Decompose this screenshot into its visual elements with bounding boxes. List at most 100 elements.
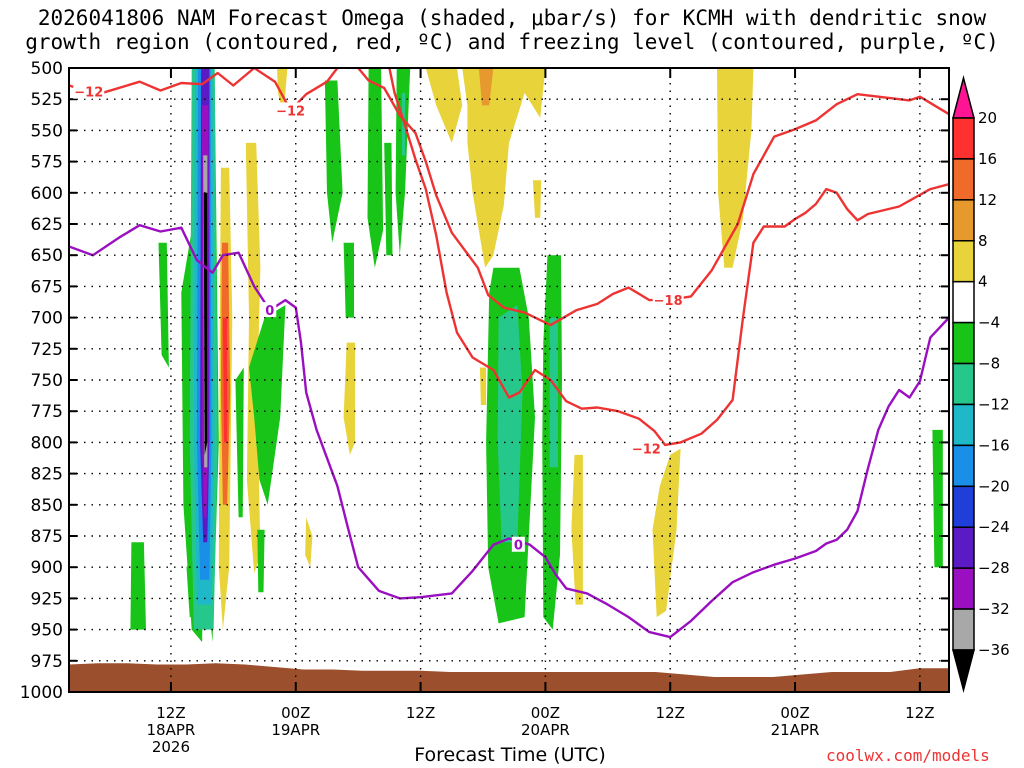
- x-tick-label-18-line2: 19APR: [271, 721, 320, 739]
- omega-region-40: [203, 192, 208, 455]
- terrain-polygon: [69, 663, 949, 692]
- contour-label-bg-0: [73, 83, 105, 99]
- omega-shading: [130, 68, 943, 643]
- x-tick-label-6-line1: 12Z: [156, 704, 185, 722]
- x-tick-label-78-line1: 12Z: [905, 704, 934, 722]
- colorbar-label-4: 4: [978, 273, 988, 291]
- y-tick-label-700: 700: [31, 309, 63, 329]
- x-axis-label: Forecast Time (UTC): [414, 744, 606, 766]
- y-tick-label-825: 825: [31, 465, 63, 485]
- y-tick-label-975: 975: [31, 652, 63, 672]
- omega-region-6: [478, 68, 494, 106]
- colorbar-bottom-arrow: [952, 649, 975, 693]
- contour-label-bg-1: [275, 102, 307, 118]
- omega-region-8: [532, 180, 542, 218]
- omega-region-10: [652, 448, 681, 618]
- chart-title-line-1: 2026041806 NAM Forecast Omega (shaded, μ…: [37, 6, 987, 30]
- x-tick-label-66-line2: 21APR: [771, 721, 820, 739]
- colorbar-box-0: [952, 117, 975, 160]
- y-tick-labels: 500 525 550 575 600 625 650 675 700 725 750 775 800 8…: [20, 59, 63, 703]
- omega-region-26: [497, 305, 523, 543]
- colorbar-label-12: −32: [978, 600, 1010, 618]
- x-tick-label-18-line1: 00Z: [281, 704, 310, 722]
- contour-label-bg-4: [263, 302, 277, 318]
- omega-region-33: [222, 317, 228, 443]
- y-tick-label-725: 725: [31, 340, 63, 360]
- colorbar-label-5: −4: [978, 314, 1000, 332]
- contour-label-bg-5: [511, 536, 525, 552]
- colorbar-box-7: [952, 403, 975, 447]
- chart-title-line-2: growth region (contoured, red, ºC) and f…: [25, 30, 999, 54]
- y-tick-label-925: 925: [31, 589, 63, 609]
- y-tick-label-675: 675: [31, 277, 63, 297]
- omega-region-28: [549, 317, 558, 468]
- colorbar-box-5: [952, 321, 975, 365]
- y-tick-label-850: 850: [31, 496, 63, 516]
- omega-region-17: [249, 305, 286, 505]
- colorbar-label-6: −8: [978, 355, 1000, 373]
- x-tick-label-66-line1: 00Z: [780, 704, 809, 722]
- colorbar-label-10: −24: [978, 518, 1010, 536]
- y-tick-label-525: 525: [31, 90, 63, 110]
- credit-link[interactable]: coolwx.com/models: [826, 746, 990, 765]
- colorbar-box-4: [952, 280, 975, 324]
- colorbar-box-10: [952, 526, 975, 569]
- y-tick-label-950: 950: [31, 621, 63, 641]
- omega-region-5: [462, 68, 546, 268]
- colorbar-label-7: −12: [978, 395, 1010, 413]
- omega-region-12: [130, 542, 146, 630]
- x-tick-label-42-line2: 20APR: [521, 721, 570, 739]
- colorbar-box-12: [952, 608, 975, 651]
- colorbar-box-9: [952, 485, 975, 528]
- omega-region-11: [717, 68, 754, 268]
- colorbar-label-11: −28: [978, 559, 1010, 577]
- contour-dgz-minus12-lower: [388, 68, 949, 447]
- y-tick-label-750: 750: [31, 371, 63, 391]
- x-tick-label-54-line1: 12Z: [656, 704, 685, 722]
- x-tick-label-42-line1: 00Z: [531, 704, 560, 722]
- contour-label-1: −12: [276, 104, 305, 119]
- colorbar-label-8: −16: [978, 436, 1010, 454]
- y-tick-label-875: 875: [31, 527, 63, 547]
- y-tick-label-575: 575: [31, 153, 63, 173]
- omega-region-20: [343, 242, 354, 318]
- colorbar-label-2: 12: [978, 191, 997, 209]
- y-tick-label-650: 650: [31, 246, 63, 266]
- colorbar-label-13: −36: [978, 641, 1010, 659]
- y-tick-label-600: 600: [31, 184, 63, 204]
- y-tick-label-900: 900: [31, 558, 63, 578]
- colorbar: 20 16 12 8 4 −4 −8 −12 −16 −20 −24 −28 −32 −36: [952, 75, 1010, 693]
- omega-region-7: [479, 367, 487, 405]
- omega-region-18: [257, 529, 265, 593]
- y-tick-label-1000: 1000: [20, 683, 63, 703]
- contour-dgz-minus12-mid: [357, 68, 949, 327]
- contour-lines: [69, 68, 949, 639]
- omega-region-21: [367, 68, 384, 268]
- contour-label-0: −12: [74, 86, 103, 101]
- contour-label-4: 0: [265, 304, 274, 319]
- omega-region-13: [158, 242, 169, 368]
- contour-label-5: 0: [514, 539, 523, 554]
- y-tick-label-550: 550: [31, 121, 63, 141]
- omega-region-2: [305, 517, 313, 568]
- colorbar-box-1: [952, 158, 975, 201]
- terrain-fill: [69, 663, 949, 692]
- colorbar-top-arrow: [952, 75, 975, 119]
- colorbar-box-3: [952, 240, 975, 283]
- colorbar-label-3: 8: [978, 232, 988, 250]
- colorbar-box-6: [952, 362, 975, 406]
- colorbar-box-2: [952, 199, 975, 242]
- omega-region-19: [324, 80, 343, 243]
- y-tick-label-800: 800: [31, 433, 63, 453]
- y-tick-label-775: 775: [31, 402, 63, 422]
- omega-region-29: [932, 429, 943, 568]
- y-tick-label-500: 500: [31, 59, 63, 79]
- colorbar-box-11: [952, 567, 975, 610]
- chart-title: 2026041806 NAM Forecast Omega (shaded, μ…: [0, 6, 1024, 54]
- contour-freezing-level: [69, 223, 949, 639]
- colorbar-box-8: [952, 444, 975, 488]
- y-tick-label-625: 625: [31, 215, 63, 235]
- colorbar-label-0: 20: [978, 109, 997, 127]
- omega-region-22: [384, 142, 393, 256]
